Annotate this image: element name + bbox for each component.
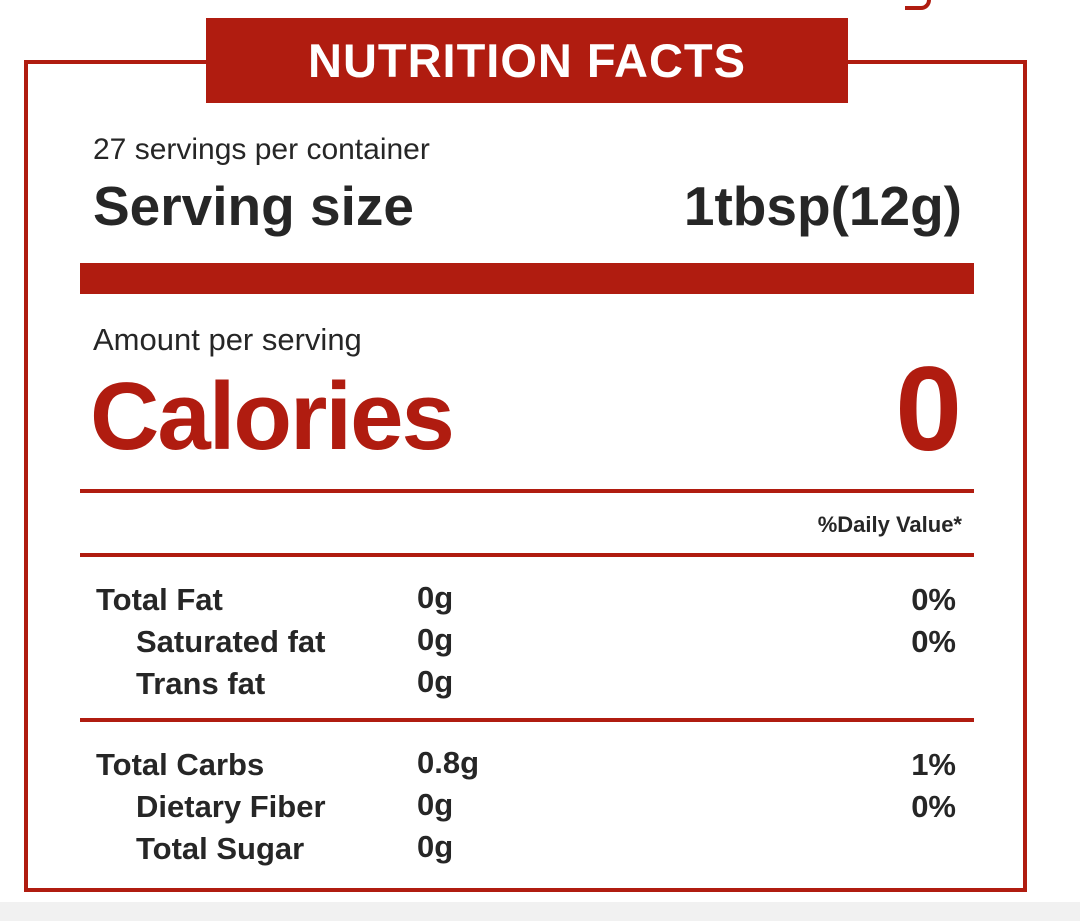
nutrient-dv-total-carbs: 1% bbox=[911, 747, 956, 782]
servings-per-container: 27 servings per container bbox=[93, 133, 430, 166]
serving-size-value: 1tbsp(12g) bbox=[683, 175, 962, 237]
nutrient-amount-dietary-fiber: 0g bbox=[417, 787, 454, 822]
nutrient-dv-dietary-fiber: 0% bbox=[911, 789, 956, 824]
nutrient-amount-total-carbs: 0.8g bbox=[417, 745, 480, 780]
divider-line bbox=[80, 718, 974, 722]
nutrient-label-total-fat: Total Fat bbox=[96, 582, 223, 617]
thick-divider bbox=[80, 263, 974, 294]
calories-label: Calories bbox=[90, 363, 455, 470]
amount-per-serving: Amount per serving bbox=[93, 322, 362, 357]
divider-line bbox=[80, 553, 974, 557]
corner-decoration bbox=[905, 0, 931, 10]
nutrient-label-total-sugar: Total Sugar bbox=[136, 831, 305, 866]
nutrient-label-saturated-fat: Saturated fat bbox=[136, 624, 326, 659]
nutrient-label-total-carbs: Total Carbs bbox=[96, 747, 265, 782]
nutrient-amount-trans-fat: 0g bbox=[417, 664, 454, 699]
nutrient-amount-total-fat: 0g bbox=[417, 580, 454, 615]
nutrient-amount-saturated-fat: 0g bbox=[417, 622, 454, 657]
daily-value-header: %Daily Value* bbox=[817, 512, 962, 537]
serving-size-label: Serving size bbox=[93, 175, 414, 237]
bottom-strip bbox=[0, 902, 1080, 921]
nutrient-dv-total-fat: 0% bbox=[911, 582, 956, 617]
nutrient-label-trans-fat: Trans fat bbox=[136, 666, 266, 701]
nutrition-facts-title: NUTRITION FACTS bbox=[206, 18, 848, 103]
divider-line bbox=[80, 489, 974, 493]
nutrient-dv-saturated-fat: 0% bbox=[911, 624, 956, 659]
calories-value: 0 bbox=[895, 342, 962, 476]
nutrient-amount-total-sugar: 0g bbox=[417, 829, 454, 864]
nutrient-label-dietary-fiber: Dietary Fiber bbox=[136, 789, 326, 824]
